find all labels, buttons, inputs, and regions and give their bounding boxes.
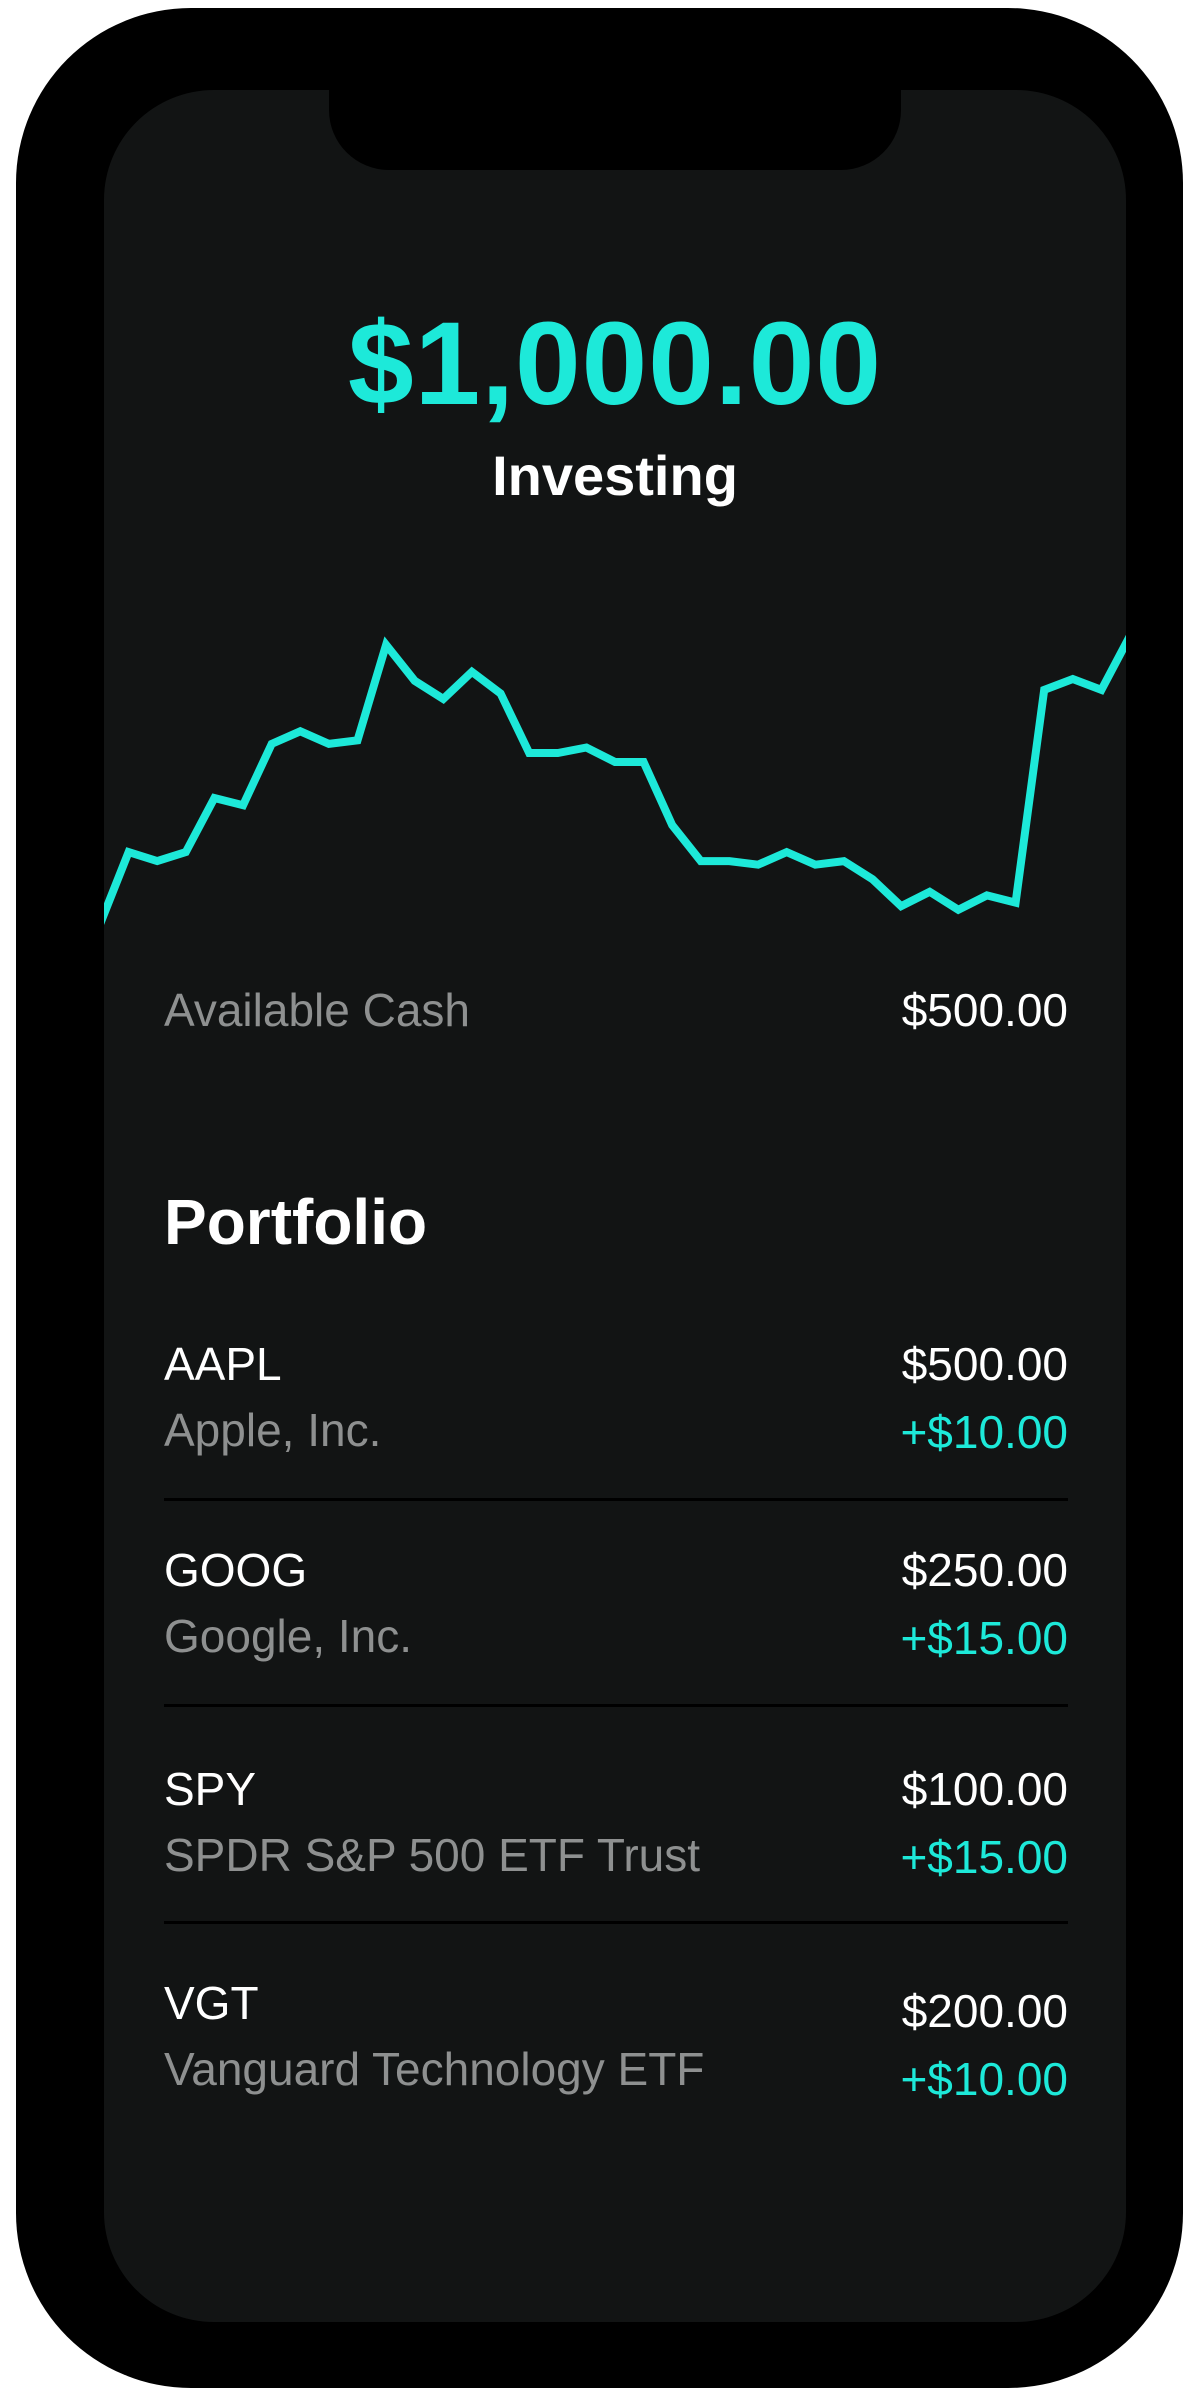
holding-change: +$15.00 [900,1831,1068,1883]
holding-ticker: VGT [164,1977,259,2029]
holding-value: $100.00 [901,1763,1068,1815]
holding-ticker: SPY [164,1763,257,1815]
holding-value: $250.00 [901,1544,1068,1596]
holding-row[interactable]: GOOG Google, Inc. $250.00 +$15.00 [164,1543,1068,1748]
holding-company: Apple, Inc. [164,1404,382,1456]
holding-row[interactable]: SPY SPDR S&P 500 ETF Trust $100.00 +$15.… [164,1762,1068,1967]
holding-company: Vanguard Technology ETF [164,2043,705,2095]
portfolio-balance: $1,000.00 [348,298,882,430]
device-notch [329,90,901,170]
holding-row[interactable]: AAPL Apple, Inc. $500.00 +$10.00 [164,1337,1068,1542]
divider [164,1498,1068,1501]
holding-company: Google, Inc. [164,1610,413,1662]
divider [164,1921,1068,1924]
portfolio-title: Portfolio [164,1186,428,1258]
holding-change: +$15.00 [900,1612,1068,1664]
holding-ticker: AAPL [164,1338,282,1390]
holding-change: +$10.00 [900,1406,1068,1458]
phone-frame: $1,000.00 Investing Available Cash $500.… [16,8,1183,2388]
divider [164,1704,1068,1707]
holding-change: +$10.00 [900,2053,1068,2105]
chart-line-series [104,634,1126,925]
available-cash-value: $500.00 [901,984,1068,1036]
holding-value: $200.00 [901,1985,1068,2037]
holding-company: SPDR S&P 500 ETF Trust [164,1829,701,1881]
balance-label: Investing [492,444,738,507]
app-screen: $1,000.00 Investing Available Cash $500.… [104,90,1126,2322]
holding-value: $500.00 [901,1338,1068,1390]
holding-ticker: GOOG [164,1544,308,1596]
holding-row[interactable]: VGT Vanguard Technology ETF $200.00 +$10… [164,1976,1068,2181]
available-cash-label: Available Cash [164,984,471,1036]
